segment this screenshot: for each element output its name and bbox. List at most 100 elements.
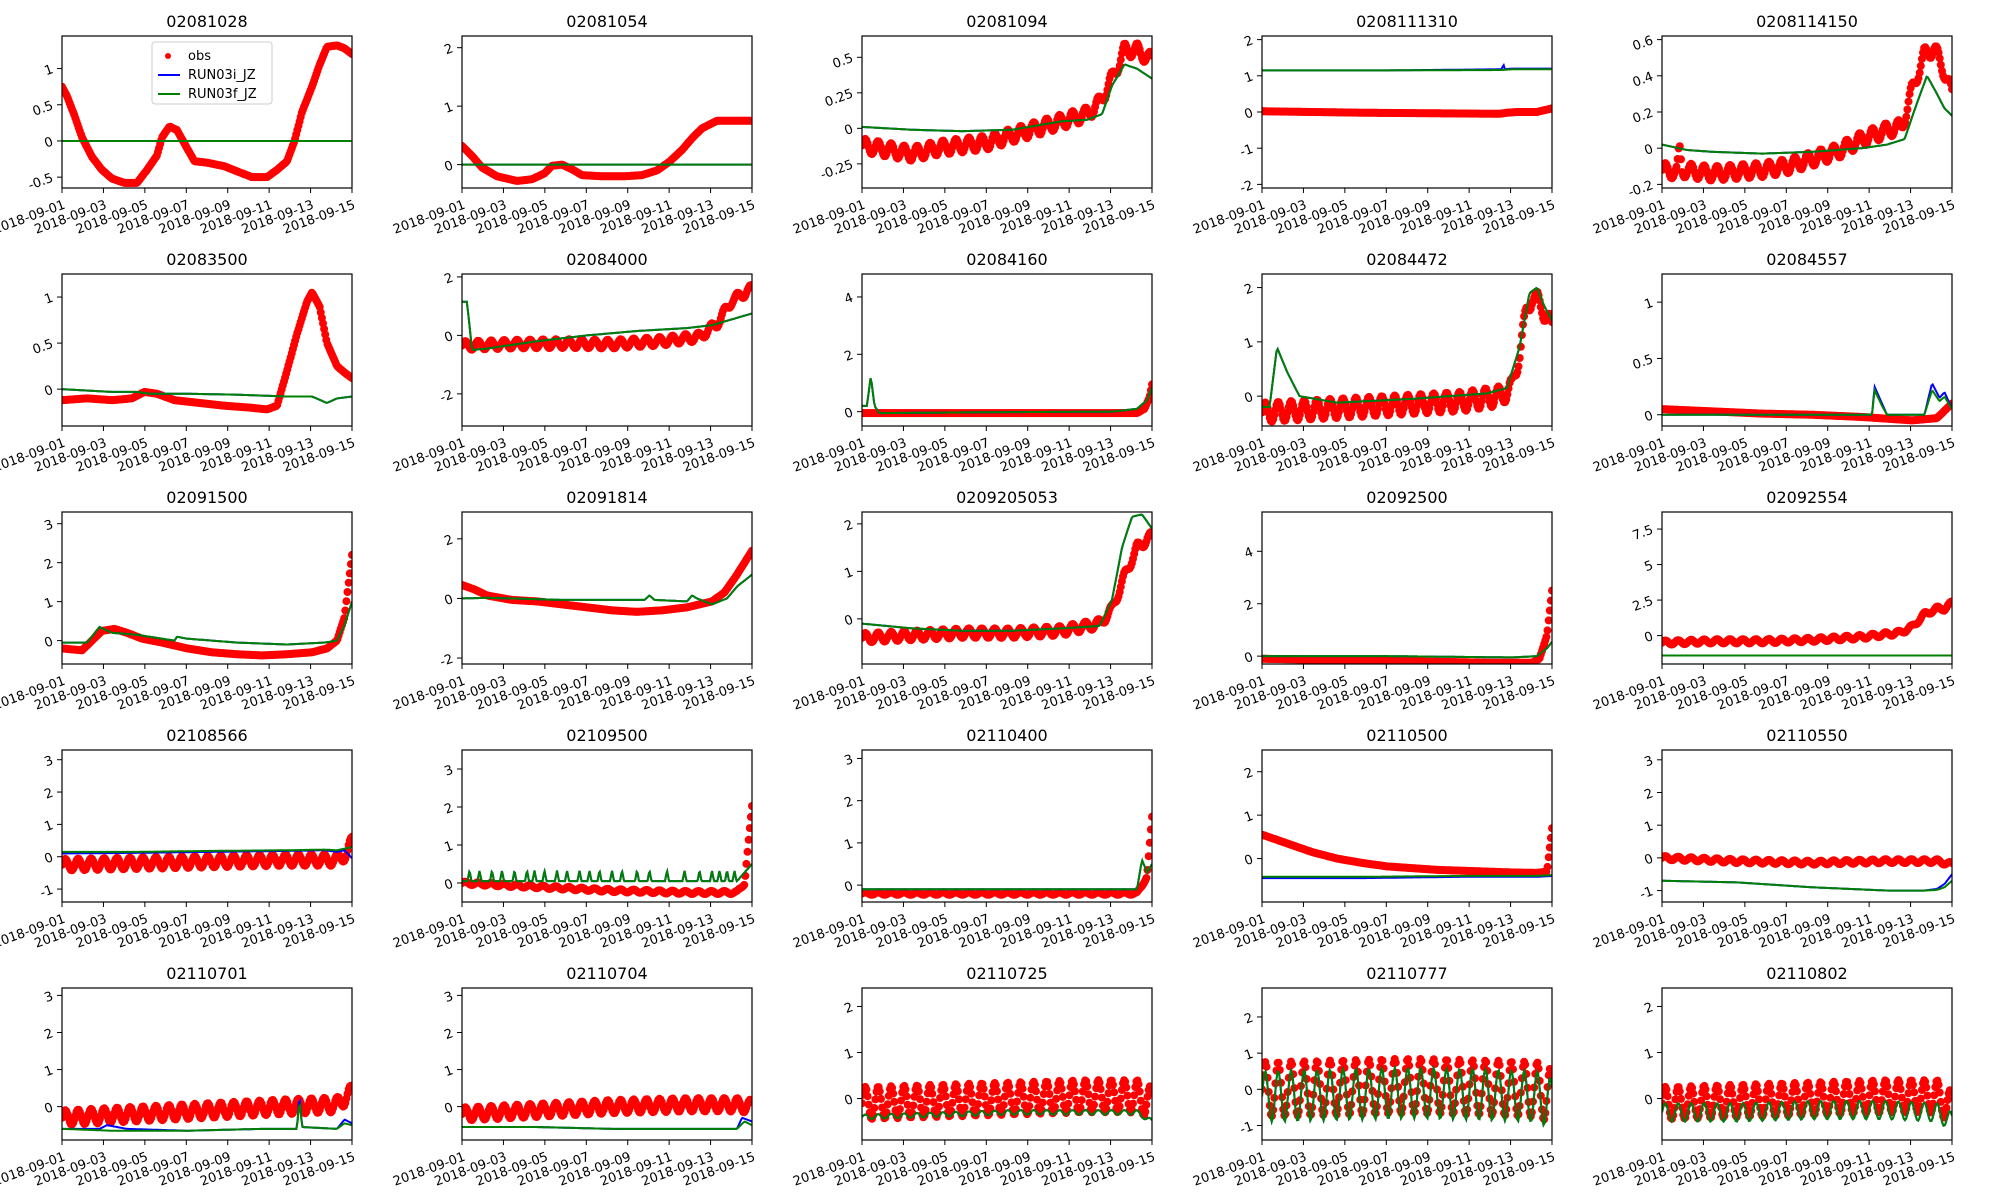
obs-series — [462, 802, 752, 898]
y-tick-label: 0 — [1642, 142, 1655, 159]
run03f-series — [1262, 286, 1552, 408]
plot-area — [462, 281, 752, 354]
obs-series — [462, 281, 752, 354]
y-tick-label: 0 — [42, 383, 55, 400]
plot-area — [862, 39, 1152, 165]
obs-series — [462, 546, 752, 616]
obs-point — [346, 560, 352, 569]
legend-marker-obs — [165, 53, 171, 59]
plot-area — [862, 812, 1152, 899]
subplot-02081054: 020810540122018-09-012018-09-032018-09-0… — [391, 12, 757, 238]
run03f-series — [62, 388, 352, 404]
y-tick-label: 0 — [1242, 106, 1255, 123]
run03i-series — [1262, 641, 1552, 659]
obs-point — [1545, 606, 1552, 615]
y-tick-label: 1 — [42, 291, 55, 308]
y-tick-label: 0.2 — [1631, 106, 1656, 127]
plot-area — [62, 550, 352, 660]
run03f-series — [462, 863, 752, 883]
axes-frame — [861, 273, 1153, 427]
obs-point — [1948, 85, 1952, 94]
y-tick-label: -1 — [38, 883, 55, 902]
y-tick-label: -2 — [438, 652, 455, 671]
obs-series — [862, 812, 1152, 899]
y-tick-label: 0 — [442, 877, 455, 894]
y-tick-label: 0.6 — [1631, 33, 1656, 54]
plot-area — [462, 546, 752, 616]
plot-area — [862, 377, 1152, 418]
y-tick-label: 1 — [842, 565, 855, 582]
run03f-series — [462, 573, 752, 606]
obs-point — [1543, 626, 1552, 635]
y-tick-label: 2 — [442, 532, 455, 549]
obs-series — [1662, 399, 1952, 425]
run03f-series — [1662, 75, 1952, 155]
subplot-02083500: 0208350000.512018-09-012018-09-032018-09… — [0, 250, 357, 476]
y-tick-label: 0 — [442, 592, 455, 609]
legend-entry: obs — [188, 49, 211, 64]
run03f-series — [1262, 641, 1552, 659]
y-tick-label: 0 — [42, 135, 55, 152]
obs-point — [348, 374, 352, 383]
obs-point — [1116, 55, 1125, 64]
obs-point — [1915, 68, 1924, 77]
subplot-02081028: 02081028-0.500.512018-09-012018-09-03201… — [0, 12, 357, 238]
run03f-series — [862, 63, 1152, 133]
axes-frame — [461, 749, 753, 903]
obs-point — [1503, 390, 1512, 399]
run03i-series — [462, 863, 752, 883]
subplot-title: 02091814 — [566, 488, 647, 507]
y-tick-label: -1 — [1238, 142, 1255, 161]
obs-point — [1677, 155, 1685, 164]
y-tick-label: 0 — [842, 613, 855, 630]
plot-area — [462, 116, 752, 185]
run03f-series — [62, 846, 352, 853]
subplot-title: 02084160 — [966, 250, 1047, 269]
axes-frame — [461, 273, 753, 427]
y-tick-label: 0.25 — [823, 86, 855, 110]
y-tick-label: 0 — [1642, 408, 1655, 425]
y-tick-label: -0.5 — [26, 171, 55, 194]
subplot-title: 02084000 — [566, 250, 647, 269]
y-tick-label: 1 — [42, 818, 55, 835]
y-tick-label: 0 — [842, 122, 855, 139]
obs-series — [1262, 104, 1552, 118]
y-tick-label: 4 — [842, 291, 855, 308]
axes-frame — [461, 35, 753, 189]
y-tick-label: 3 — [42, 517, 55, 534]
obs-point — [1936, 60, 1945, 69]
y-tick-label: 2.5 — [1631, 594, 1656, 615]
subplot-title: 02083500 — [166, 250, 247, 269]
subplot-title: 02081054 — [566, 12, 647, 31]
plot-area — [1662, 382, 1952, 425]
y-tick-label: 3 — [42, 753, 55, 770]
legend-entry: RUN03f_JZ — [188, 87, 257, 102]
plot-area — [862, 513, 1152, 647]
subplot-02091500: 0209150001232018-09-012018-09-032018-09-… — [0, 488, 357, 714]
y-tick-label: 1 — [442, 839, 455, 856]
obs-point — [1916, 61, 1925, 70]
obs-point — [1904, 97, 1913, 106]
subplot-title: 0208114150 — [1756, 12, 1858, 31]
obs-point — [344, 578, 352, 587]
y-tick-label: 1 — [42, 62, 55, 79]
y-tick-label: 0 — [442, 158, 455, 175]
y-tick-label: 0 — [442, 329, 455, 346]
obs-point — [1903, 105, 1912, 114]
axes-frame — [861, 511, 1153, 665]
run03f-series — [1262, 68, 1552, 72]
run03f-series — [862, 377, 1152, 415]
obs-point — [1542, 633, 1551, 641]
subplot-title: 02110400 — [966, 726, 1047, 745]
axes-frame — [1661, 273, 1953, 427]
obs-point — [1148, 380, 1152, 389]
obs-point — [746, 812, 752, 821]
subplot-02109500: 0210950001232018-09-012018-09-032018-09-… — [391, 726, 757, 952]
obs-point — [1544, 616, 1552, 625]
y-tick-label: 2 — [1242, 33, 1255, 50]
subplot-0208114150: 0208114150-0.200.20.40.62018-09-012018-0… — [1591, 12, 1957, 238]
y-tick-label: 3 — [442, 763, 455, 780]
obs-point — [745, 824, 752, 833]
subplot-0209205053: 02092050530122018-09-012018-09-032018-09… — [791, 488, 1157, 714]
